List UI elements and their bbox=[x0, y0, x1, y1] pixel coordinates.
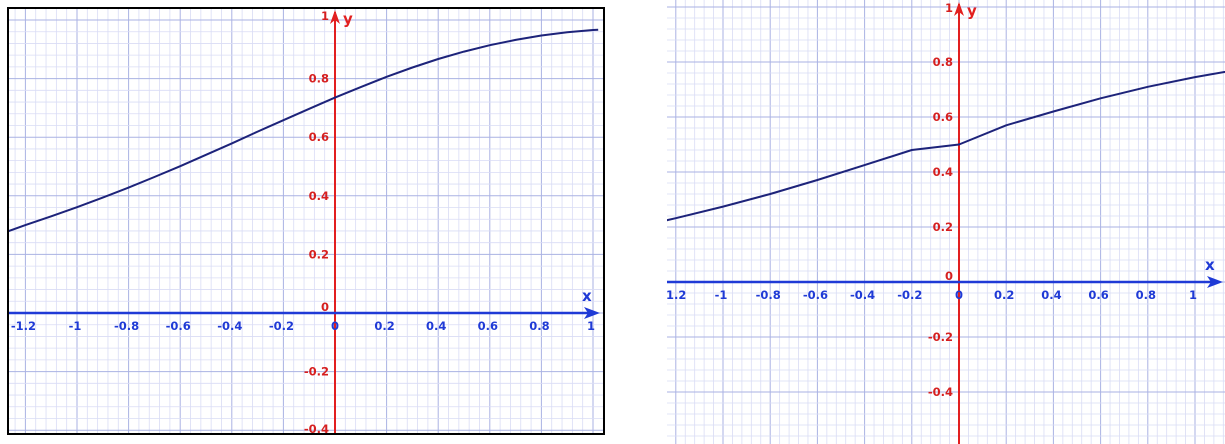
x-tick-label: -0.4 bbox=[850, 288, 875, 302]
x-tick-label: 0 bbox=[331, 319, 339, 333]
x-tick-label: 0.2 bbox=[374, 319, 394, 333]
chart-left: y x -1.2 -1 -0.8 -0.6 -0.4 -0.2 0 0.2 0.4 0.6 0.8 1 1 0… bbox=[7, 7, 605, 436]
y-tick-label: -0.4 bbox=[928, 385, 953, 399]
x-axis-title: x bbox=[1205, 256, 1215, 274]
y-tick-label: 0.2 bbox=[309, 247, 329, 261]
x-tick-label: 0.6 bbox=[478, 319, 498, 333]
y-axis-arrow bbox=[954, 2, 964, 16]
y-tick-label: 0 bbox=[945, 269, 953, 283]
y-tick-label: 0.8 bbox=[309, 72, 329, 86]
x-tick-label: -0.6 bbox=[803, 288, 828, 302]
x-tick-label: 0.4 bbox=[426, 319, 446, 333]
plot-frame bbox=[7, 7, 605, 435]
x-tick-label: 1 bbox=[1189, 288, 1197, 302]
x-tick-label: 1 bbox=[587, 319, 595, 333]
y-axis-title: y bbox=[343, 10, 353, 28]
x-tick-label: -0.2 bbox=[269, 319, 294, 333]
x-tick-label: -0.2 bbox=[897, 288, 922, 302]
x-tick-label: -0.8 bbox=[756, 288, 781, 302]
x-axis-arrow bbox=[1207, 276, 1223, 288]
y-tick-label: 0.2 bbox=[933, 220, 953, 234]
y-tick-label: 0 bbox=[321, 300, 329, 314]
series-line bbox=[8, 28, 599, 233]
series-line bbox=[667, 70, 1225, 222]
y-axis-title: y bbox=[967, 2, 977, 20]
x-axis-title: x bbox=[582, 287, 592, 305]
y-tick-label: 0.8 bbox=[933, 55, 953, 69]
y-tick-label: -0.2 bbox=[304, 365, 329, 379]
grid bbox=[667, 0, 1225, 444]
x-axis-arrow bbox=[584, 307, 600, 319]
y-tick-label: -0.2 bbox=[928, 330, 953, 344]
x-tick-label: -0.6 bbox=[166, 319, 191, 333]
x-tick-label: -0.8 bbox=[114, 319, 139, 333]
x-tick-label: 0.8 bbox=[529, 319, 549, 333]
y-tick-label: 1 bbox=[945, 1, 953, 15]
x-tick-label: 0.2 bbox=[994, 288, 1014, 302]
y-axis-arrow bbox=[330, 10, 340, 24]
y-tick-label: -0.4 bbox=[304, 422, 329, 436]
x-tick-label: -1.2 bbox=[11, 319, 36, 333]
chart-right: yx-1.2-1-0.8-0.6-0.4-0.200.20.40.60.811.… bbox=[667, 0, 1225, 444]
x-tick-label: -1 bbox=[69, 319, 82, 333]
x-tick-label: 0.8 bbox=[1136, 288, 1156, 302]
x-tick-label: -1 bbox=[715, 288, 728, 302]
x-tick-label: 0 bbox=[955, 288, 963, 302]
y-tick-label: 0.6 bbox=[933, 110, 953, 124]
x-tick-label: -1.2 bbox=[667, 288, 686, 302]
y-tick-label: 1 bbox=[321, 9, 329, 23]
y-tick-label: 0.4 bbox=[933, 165, 953, 179]
x-tick-label: 0.4 bbox=[1041, 288, 1061, 302]
x-tick-label: -0.4 bbox=[217, 319, 242, 333]
y-tick-label: 0.4 bbox=[309, 189, 329, 203]
y-tick-label: 0.6 bbox=[309, 130, 329, 144]
x-tick-label: 0.6 bbox=[1088, 288, 1108, 302]
